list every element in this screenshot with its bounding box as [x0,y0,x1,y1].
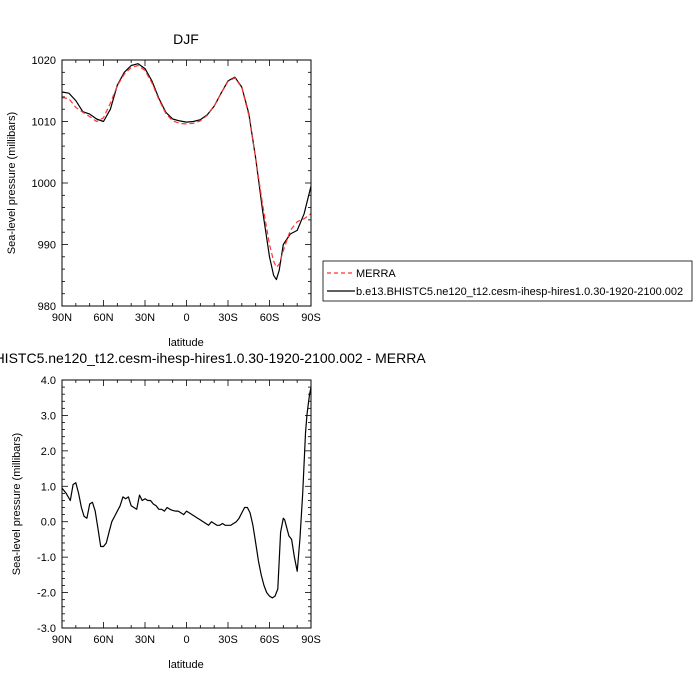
chart-top-x-tick-label: 60S [260,312,280,324]
chart-bottom-y-tick-label: 1.0 [41,481,56,493]
chart-top-x-tick-label: 30N [135,312,155,324]
chart-top-y-tick-label: 1020 [32,55,56,67]
chart-bottom-y-tick-label: 4.0 [41,375,56,387]
chart-top-series-line-1 [61,64,312,268]
chart-top-axes: 90N 60N 30N 0 30S 60S 90S 980 990 1000 1010 1020 [32,55,321,324]
chart-bottom-x-tick-label: 30N [135,634,155,646]
chart-bottom-x-tick-label: 90S [301,634,321,646]
chart-bottom-y-tick-label: 2.0 [41,446,56,458]
chart-bottom: b.e13.BHISTC5.ne120_t12.cesm-ihesp-hires… [0,350,426,671]
chart-top-series [61,63,312,281]
chart-bottom-y-tick-label: 3.0 [41,410,56,422]
chart-bottom-x-tick-label: 60N [93,634,113,646]
chart-bottom-axes: 90N 60N 30N 0 30S 60S 90S -3.0 -2.0 -1.0 0.0 1.0 2.0… [37,375,321,646]
chart-top-x-tick-label: 90S [301,312,321,324]
chart-bottom-x-tick-label: 60S [260,634,280,646]
legend-box [322,260,693,302]
chart-bottom-y-tick-label: -3.0 [37,623,56,635]
chart-top-title: DJF [173,31,199,47]
chart-top-x-tick-label: 30S [218,312,238,324]
chart-top-xlabel: latitude [168,337,203,349]
chart-top-x-tick-label: 90N [52,312,72,324]
chart-top-series-line-0 [61,63,312,281]
chart-top-x-tick-label: 60N [93,312,113,324]
chart-top-y-tick-label: 980 [38,301,56,313]
chart-top: DJF 90N 60N 30N 0 30S 60S 90S 980 990 1000 1010 102… [6,31,321,349]
chart-bottom-y-tick-label: -2.0 [37,588,56,600]
chart-bottom-x-tick-label: 0 [183,634,189,646]
chart-top-y-tick-label: 990 [38,240,56,252]
legend-label-merra: MERRA [356,268,396,280]
chart-bottom-title: b.e13.BHISTC5.ne120_t12.cesm-ihesp-hires… [0,350,426,366]
legend-label-model: b.e13.BHISTC5.ne120_t12.cesm-ihesp-hires… [356,286,683,298]
chart-top-x-tick-label: 0 [183,312,189,324]
chart-bottom-y-tick-label: -1.0 [37,552,56,564]
chart-bottom-ylabel: Sea-level pressure (millibars) [11,433,23,575]
chart-bottom-series-line-0 [61,386,312,599]
legend: MERRA b.e13.BHISTC5.ne120_t12.cesm-ihesp… [322,260,693,302]
chart-top-frame [61,59,312,307]
chart-bottom-x-tick-label: 90N [52,634,72,646]
chart-bottom-series [61,386,312,599]
chart-top-y-tick-label: 1010 [32,117,56,129]
chart-top-y-tick-label: 1000 [32,178,56,190]
chart-bottom-xlabel: latitude [168,659,203,671]
chart-bottom-frame [61,379,312,629]
chart-top-ylabel: Sea-level pressure (millibars) [6,112,18,254]
chart-bottom-x-tick-label: 30S [218,634,238,646]
chart-bottom-y-tick-label: 0.0 [41,517,56,529]
